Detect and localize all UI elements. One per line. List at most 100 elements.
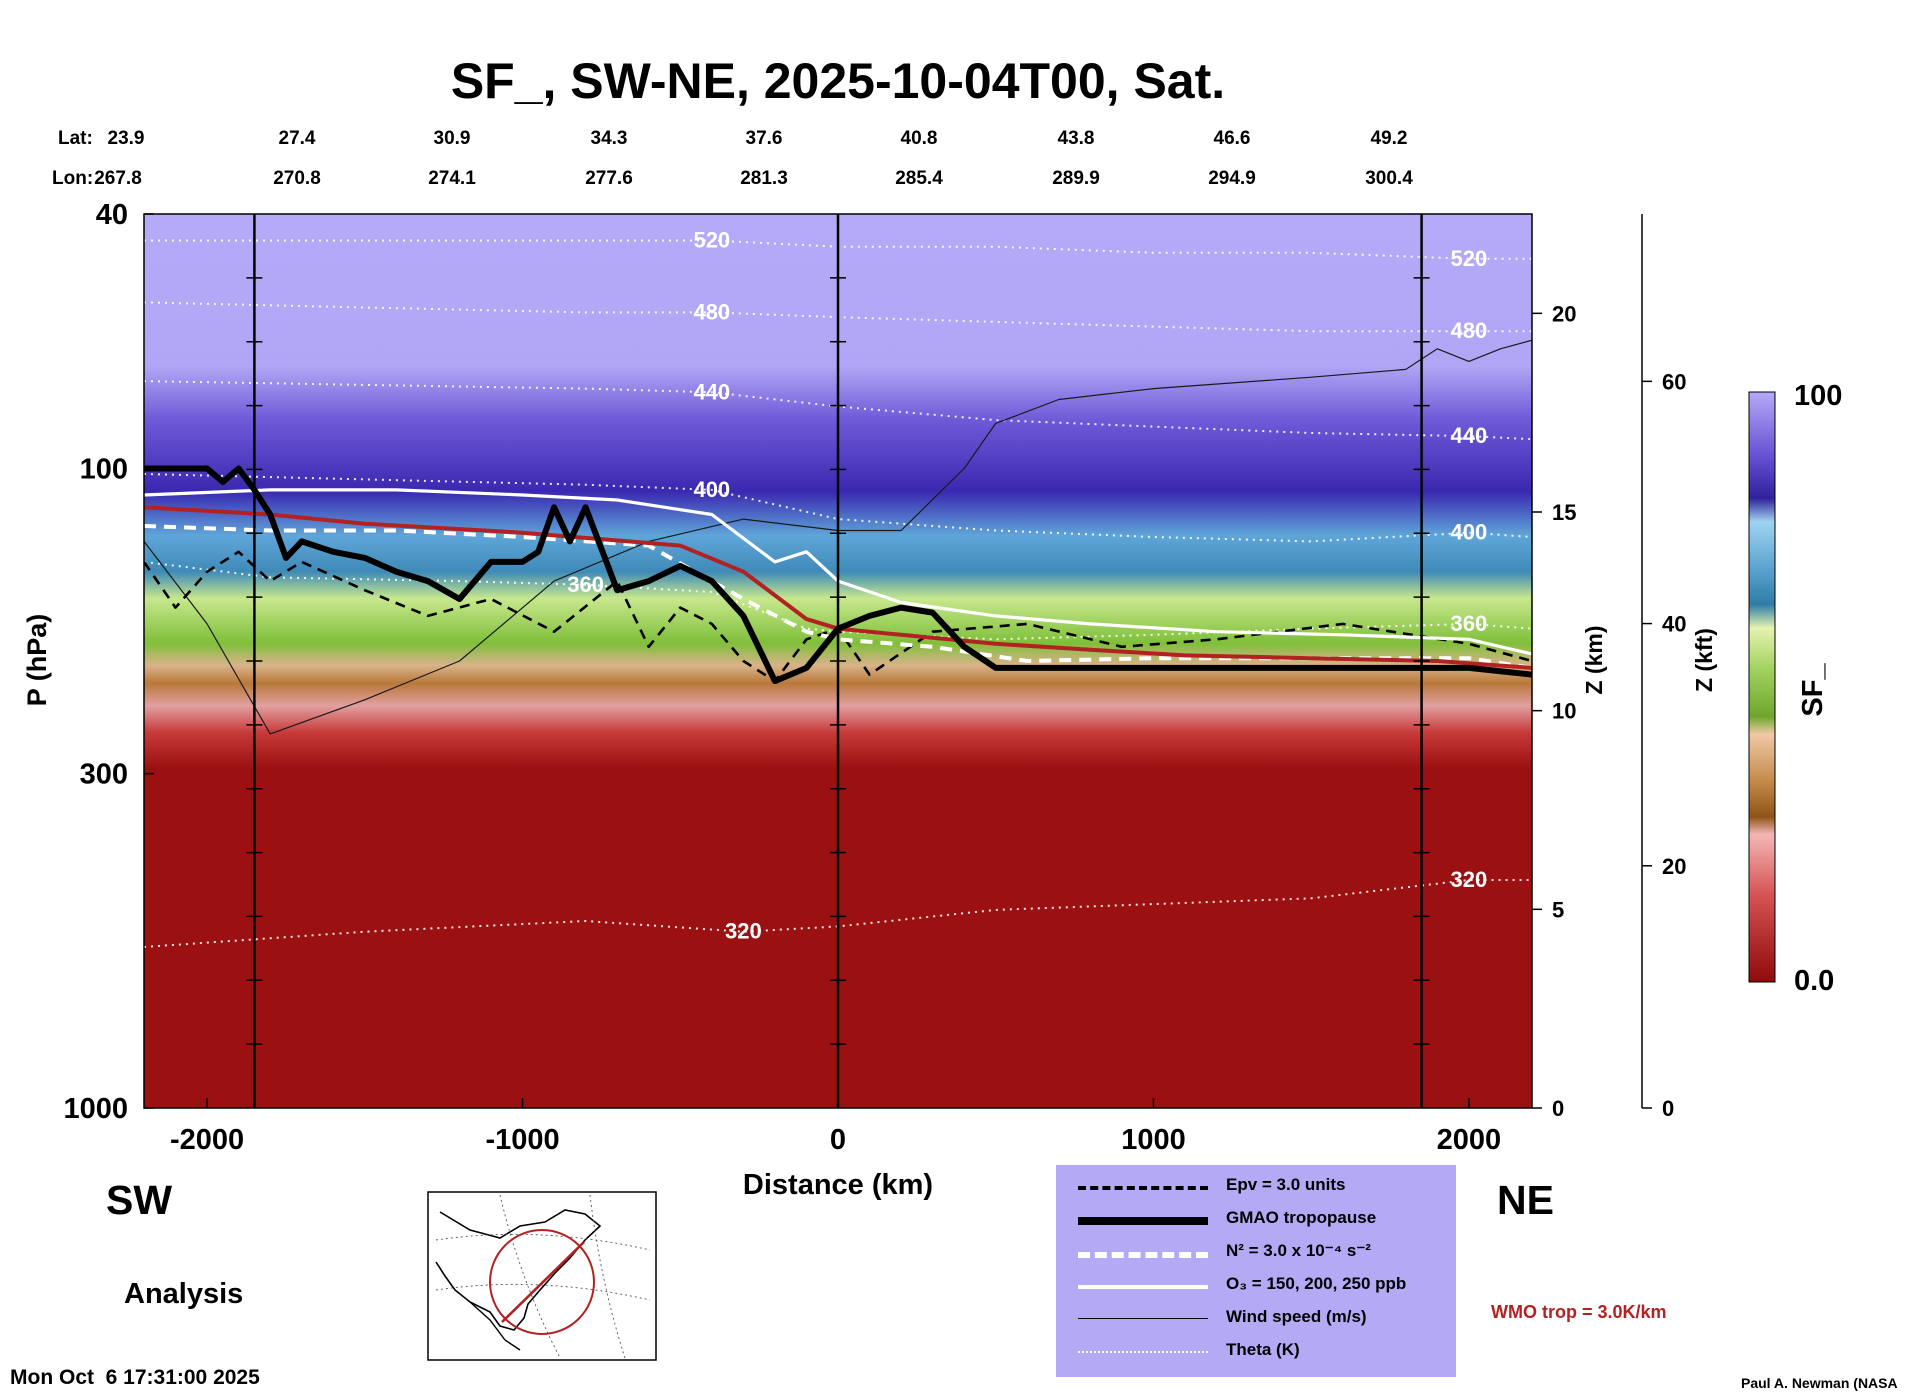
z-km-tick-label: 20	[1552, 301, 1576, 326]
y-axis-label: P (hPa)	[22, 614, 52, 707]
chart-title: SF_, SW-NE, 2025-10-04T00, Sat.	[451, 53, 1225, 109]
direction-ne: NE	[1497, 1177, 1554, 1223]
series-o-150-200-250-ppb	[144, 488, 1532, 656]
lat-value: 23.9	[108, 128, 145, 149]
lat-value: 49.2	[1371, 128, 1408, 149]
inset-map-range-circle	[489, 1229, 595, 1335]
theta-contour-520	[144, 239, 1532, 260]
x-axis-label: Distance (km)	[743, 1169, 933, 1201]
theta-contour-480	[144, 301, 1532, 333]
lat-value: 40.8	[901, 128, 938, 149]
colorbar: 100 0.0 SF_	[1748, 380, 1842, 997]
lat-value: 46.6	[1214, 128, 1251, 149]
inset-map	[427, 1191, 657, 1361]
legend-item: Theta (K)	[1056, 1336, 1456, 1366]
direction-sw: SW	[106, 1177, 172, 1223]
z-km-tick-label: 0	[1552, 1096, 1564, 1121]
lon-value: 267.8	[94, 168, 142, 189]
x-tick-label: 2000	[1437, 1124, 1502, 1156]
theta-label-480: 480	[1451, 318, 1488, 343]
lon-value: 300.4	[1365, 168, 1413, 189]
theta-label-360: 360	[1451, 611, 1488, 636]
theta-label-320: 320	[725, 919, 762, 944]
z-kft-axis-label: Z (kft)	[1691, 628, 1717, 692]
theta-label-520: 520	[693, 227, 730, 252]
legend-item: O₃ = 150, 200, 250 ppb	[1056, 1270, 1456, 1300]
credit: Paul A. Newman (NASA	[1741, 1375, 1898, 1391]
legend: Epv = 3.0 units GMAO tropopause N² = 3.0 x…	[1056, 1165, 1456, 1377]
lat-value: 27.4	[279, 128, 316, 149]
x-tick-label: 1000	[1121, 1124, 1186, 1156]
lon-value: 294.9	[1208, 168, 1256, 189]
z-km-tick-label: 15	[1552, 500, 1576, 525]
inset-map-section-line	[501, 1241, 585, 1323]
legend-label: Wind speed (m/s)	[1226, 1307, 1367, 1326]
y-tick-label: 1000	[63, 1093, 128, 1125]
lat-lon-header: 23.9 27.4 30.9 34.3 37.6 40.8 43.8 46.6 49.2 267.…	[94, 128, 1413, 189]
z-km-tick-label: 5	[1552, 897, 1564, 922]
legend-item: Epv = 3.0 units	[1056, 1171, 1456, 1201]
lat-value: 43.8	[1058, 128, 1095, 149]
inset-map-frame	[427, 1191, 657, 1361]
inset-map-coastline	[435, 1209, 602, 1331]
z-km-tick-label: 10	[1552, 699, 1576, 724]
lon-value: 285.4	[895, 168, 943, 189]
colorbar-title: SF_	[1797, 663, 1829, 717]
legend-swatch	[1078, 1285, 1208, 1289]
lon-value: 274.1	[428, 168, 476, 189]
series-gmao-tropopause	[144, 465, 1532, 685]
z-kft-tick-label: 60	[1662, 369, 1686, 394]
x-tick-label: 0	[830, 1124, 846, 1156]
series-wind-speed-m-s-	[144, 339, 1532, 735]
legend-label: O₃ = 150, 200, 250 ppb	[1226, 1274, 1407, 1293]
legend-label: GMAO tropopause	[1226, 1208, 1377, 1227]
theta-label-440: 440	[1451, 423, 1488, 448]
legend-swatch	[1078, 1351, 1208, 1353]
colorbar-max-label: 100	[1794, 380, 1842, 412]
lat-value: 37.6	[746, 128, 783, 149]
legend-swatch	[1078, 1318, 1208, 1319]
series-epv-3-0-units	[144, 550, 1532, 683]
colorbar-gradient	[1748, 391, 1776, 983]
timestamp: Mon Oct 6 17:31:00 2025	[10, 1366, 260, 1389]
legend-item: N² = 3.0 x 10⁻⁴ s⁻²	[1056, 1237, 1456, 1267]
legend-swatch	[1078, 1217, 1208, 1225]
theta-label-520: 520	[1451, 246, 1488, 271]
lat-label: Lat:	[58, 128, 93, 149]
theta-label-480: 480	[693, 299, 730, 324]
theta-label-320: 320	[1451, 867, 1488, 892]
analysis-label: Analysis	[124, 1278, 243, 1310]
theta-label-400: 400	[1451, 520, 1488, 545]
lat-value: 30.9	[434, 128, 471, 149]
legend-label: N² = 3.0 x 10⁻⁴ s⁻²	[1226, 1241, 1371, 1260]
y-tick-label: 40	[96, 199, 128, 231]
x-tick-label: -2000	[170, 1124, 244, 1156]
theta-label-400: 400	[693, 477, 730, 502]
lon-value: 289.9	[1052, 168, 1100, 189]
legend-label: Theta (K)	[1226, 1340, 1300, 1359]
axes: -2000 -1000 0 1000 2000 40 100 300 1000 0 5 10 15 20 0…	[63, 199, 1686, 1156]
inset-map-gulf	[469, 1301, 521, 1351]
legend-item: Wind speed (m/s)	[1056, 1303, 1456, 1333]
lon-value: 270.8	[273, 168, 321, 189]
z-kft-tick-label: 20	[1662, 854, 1686, 879]
theta-contour-440	[144, 380, 1532, 441]
theta-label-360: 360	[567, 572, 604, 597]
lon-label: Lon:	[52, 168, 93, 189]
legend-item: GMAO tropopause	[1056, 1204, 1456, 1234]
colorbar-min-label: 0.0	[1794, 965, 1834, 997]
z-km-axis-label: Z (km)	[1581, 626, 1607, 695]
z-kft-tick-label: 40	[1662, 612, 1686, 637]
legend-swatch	[1078, 1186, 1208, 1190]
lon-value: 277.6	[585, 168, 633, 189]
x-tick-label: -1000	[485, 1124, 559, 1156]
theta-contour-360	[144, 560, 1532, 641]
lon-value: 281.3	[740, 168, 788, 189]
y-tick-label: 100	[80, 453, 128, 485]
lat-value: 34.3	[591, 128, 628, 149]
legend-swatch	[1078, 1252, 1208, 1258]
theta-label-440: 440	[693, 379, 730, 404]
z-kft-tick-label: 0	[1662, 1096, 1674, 1121]
y-tick-label: 300	[80, 759, 128, 791]
